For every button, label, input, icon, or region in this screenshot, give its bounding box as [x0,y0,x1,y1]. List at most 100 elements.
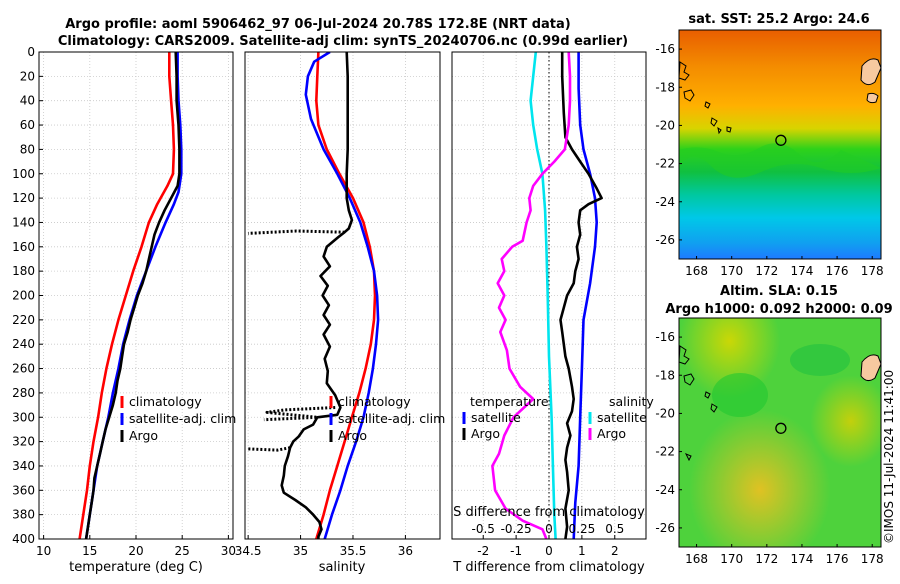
series-satellite-adj-clim [304,52,380,539]
map-y-tick-label: -18 [655,368,675,382]
title-line-2: Climatology: CARS2009. Satellite-adj cli… [58,34,628,49]
x-tick-label: 35 [293,544,308,558]
legend-label-satellite: satellite-adj. clim [129,411,236,426]
top-tick-label: -0.5 [472,522,495,536]
y-tick-label: 320 [12,435,35,449]
y-tick-label: 120 [12,191,35,205]
sst-coastlines [678,61,732,135]
x-tick-label: 15 [82,544,97,558]
sla-cool-patch-2 [790,344,850,376]
difference-x-axis: -2 -1 0 1 2 [477,535,619,558]
legend-label-t-argo: Argo [471,426,500,441]
legend-label-satellite: satellite-adj. clim [338,411,445,426]
imos-watermark: ©IMOS 11-Jul-2024 11:41:00 [882,370,896,544]
sst-map-axes: 168 170 172 174 176 178 -16 -18 -20 -22 -24 -26 [655,42,883,278]
map-y-tick-label: -20 [655,118,675,132]
legend-label-argo: Argo [129,428,158,443]
map-y-tick-label: -16 [655,330,675,344]
sla-cool-patch [712,373,768,417]
map-x-tick-label: 172 [755,552,778,566]
y-tick-label: 60 [20,118,35,132]
map-y-tick-label: -22 [655,445,675,459]
sla-warm-anomaly-3 [679,318,881,547]
sla-land [860,354,882,382]
map-x-tick-label: 174 [791,264,814,278]
legend-label-argo: Argo [338,428,367,443]
y-tick-label: 400 [12,532,35,546]
sst-land [860,58,882,86]
salinity-panel: 34.5 35 35.5 36 salinity climatology satell… [235,51,445,575]
y-tick-label: 340 [12,459,35,473]
map-x-tick-label: 170 [720,552,743,566]
y-tick-label: 160 [12,240,35,254]
difference-panel: -2 -1 0 1 2 S difference from climatology -0… [451,51,654,575]
sst-map-title: sat. SST: 25.2 Argo: 24.6 [688,12,869,27]
salinity-diff-legend: salinity satellite Argo [588,394,654,441]
series-temperature-satellite [572,52,599,539]
map-x-tick-label: 170 [720,264,743,278]
x-tick-label: 1 [578,544,586,558]
series-argo [280,52,354,539]
y-tick-label: 240 [12,337,35,351]
y-tick-label: 80 [20,142,35,156]
temperature-panel: 0 20 40 60 80 100 120 140 160 180 200 220 240 260 280 3… [12,45,236,575]
x-tick-label: -2 [477,544,489,558]
sst-land-small [866,92,879,104]
map-y-tick-label: -24 [655,483,675,497]
map-y-tick-label: -22 [655,157,675,171]
y-tick-label: 380 [12,508,35,522]
salinity-x-axis: 34.5 35 35.5 36 [235,535,413,558]
series-argo-dotted-1 [248,229,345,235]
top-tick-label: 0.25 [569,522,596,536]
y-tick-label: 40 [20,94,35,108]
series-climatology [78,52,176,539]
map-x-tick-label: 168 [685,552,708,566]
series-salinity-argo [491,52,572,539]
x-tick-label: 35.5 [340,544,367,558]
difference-lines [491,52,603,539]
map-x-tick-label: 176 [826,552,849,566]
title-line-1: Argo profile: aoml 5906462_97 06-Jul-202… [65,17,571,32]
top-tick-label: -0.25 [501,522,532,536]
map-y-tick-label: -18 [655,80,675,94]
legend-title-salinity: salinity [609,394,654,409]
sla-profile-marker [775,422,787,434]
map-y-tick-label: -26 [655,233,675,247]
difference-xlabel: T difference from climatology [452,560,645,575]
y-tick-label: 180 [12,264,35,278]
series-argo-dotted-2 [263,406,336,422]
legend-label-climatology: climatology [129,394,202,409]
x-tick-label: -1 [510,544,522,558]
map-x-tick-label: 168 [685,264,708,278]
sst-map: sat. SST: 25.2 Argo: 24.6 168 170 172 174 17… [655,12,883,278]
map-y-tick-label: -26 [655,521,675,535]
legend-label-climatology: climatology [338,394,411,409]
sla-map-axes: 168 170 172 174 176 178 -16 -18 -20 -22 -24 -26 [655,330,883,566]
legend-title-temperature: temperature [470,394,549,409]
x-tick-label: 36 [398,544,413,558]
salinity-xlabel: salinity [319,560,366,575]
y-tick-label: 220 [12,313,35,327]
sst-profile-marker [775,134,787,146]
map-y-tick-label: -20 [655,406,675,420]
map-x-tick-label: 176 [826,264,849,278]
map-x-tick-label: 178 [861,552,884,566]
y-tick-label: 360 [12,483,35,497]
series-climatology [314,52,377,539]
sst-warm-band [679,143,881,178]
temperature-xlabel: temperature (deg C) [69,560,203,575]
series-salinity-satellite [529,52,557,539]
temperature-legend: climatology satellite-adj. clim Argo [120,394,236,443]
difference-top-xlabel: S difference from climatology [453,505,645,520]
depth-axis: 0 20 40 60 80 100 120 140 160 180 200 220 240 260 280 3… [12,45,43,546]
y-tick-label: 300 [12,410,35,424]
y-tick-label: 200 [12,289,35,303]
sla-map: Altim. SLA: 0.15 Argo h1000: 0.092 h2000… [655,284,892,566]
y-tick-label: 140 [12,215,35,229]
y-tick-label: 280 [12,386,35,400]
x-tick-label: 2 [611,544,619,558]
map-y-tick-label: -24 [655,195,675,209]
legend-label-s-argo: Argo [597,426,626,441]
